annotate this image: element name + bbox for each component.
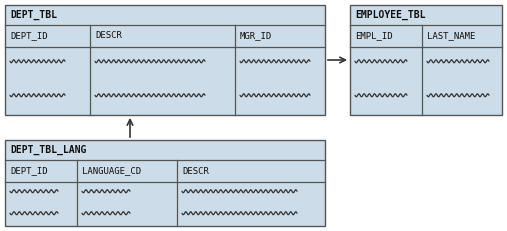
Text: EMPL_ID: EMPL_ID [355, 31, 392, 40]
Text: DEPT_TBL_LANG: DEPT_TBL_LANG [10, 145, 86, 155]
Bar [350, 5, 502, 115]
Text: LANGUAGE_CD: LANGUAGE_CD [82, 167, 141, 176]
Text: DESCR: DESCR [182, 167, 209, 176]
Text: DEPT_TBL: DEPT_TBL [10, 10, 57, 20]
Text: DEPT_ID: DEPT_ID [10, 31, 48, 40]
Text: DEPT_ID: DEPT_ID [10, 167, 48, 176]
Text: MGR_ID: MGR_ID [240, 31, 272, 40]
Text: DESCR: DESCR [95, 31, 122, 40]
Bar [5, 5, 325, 115]
Bar [5, 140, 325, 226]
Text: LAST_NAME: LAST_NAME [427, 31, 476, 40]
Text: EMPLOYEE_TBL: EMPLOYEE_TBL [355, 10, 425, 20]
